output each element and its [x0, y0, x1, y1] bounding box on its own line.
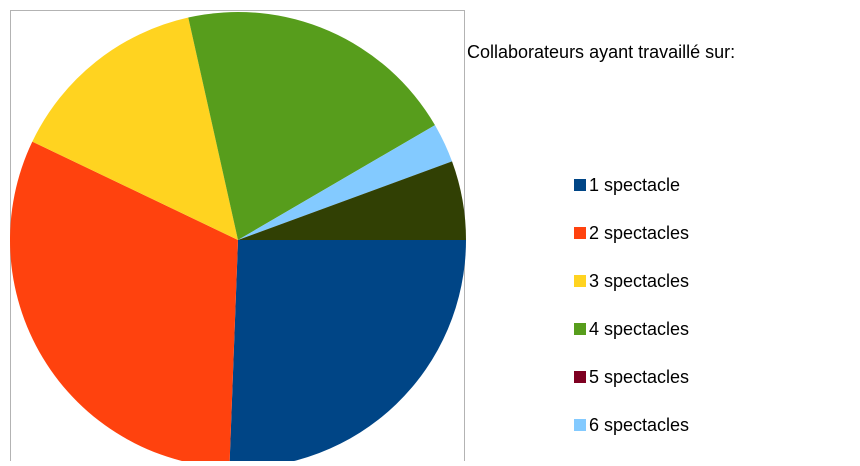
legend-label: 6 spectacles	[589, 415, 689, 435]
legend-label: 4 spectacles	[589, 319, 689, 339]
legend-swatch	[574, 227, 586, 239]
legend-swatch	[574, 419, 586, 431]
pie-slice	[238, 161, 466, 240]
pie-slice	[229, 240, 466, 466]
pie-slice	[188, 11, 435, 240]
legend-title: Collaborateurs ayant travaillé sur:	[467, 42, 735, 62]
pie-slice	[238, 125, 453, 240]
legend-label: 1 spectacle	[589, 175, 680, 195]
legend-swatch	[574, 371, 586, 383]
legend-swatch	[574, 275, 586, 287]
legend-swatch	[574, 323, 586, 335]
legend-label: 5 spectacles	[589, 367, 689, 387]
legend-swatch	[574, 179, 586, 191]
pie-slice	[10, 141, 238, 466]
legend-label: 2 spectacles	[589, 223, 689, 243]
legend-label: 3 spectacles	[589, 271, 689, 291]
pie-slice	[32, 17, 238, 240]
